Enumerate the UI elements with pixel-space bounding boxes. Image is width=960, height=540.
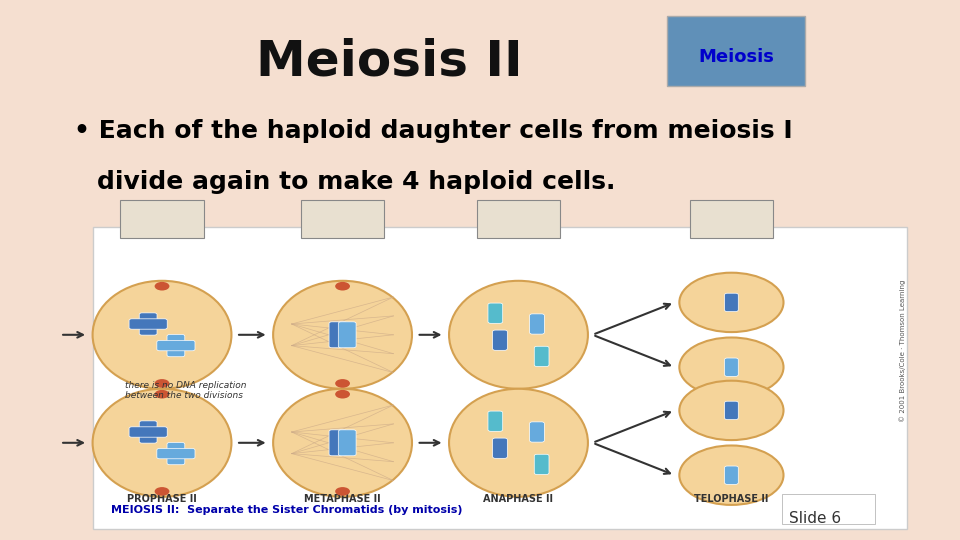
FancyBboxPatch shape — [129, 319, 167, 329]
FancyBboxPatch shape — [338, 322, 356, 348]
FancyBboxPatch shape — [492, 330, 507, 350]
FancyBboxPatch shape — [530, 422, 544, 442]
FancyBboxPatch shape — [156, 340, 195, 351]
Circle shape — [155, 282, 169, 291]
Text: Slide 6: Slide 6 — [789, 511, 841, 526]
Circle shape — [155, 390, 169, 399]
FancyBboxPatch shape — [725, 466, 738, 484]
FancyBboxPatch shape — [167, 442, 185, 465]
FancyBboxPatch shape — [535, 454, 549, 475]
Text: Meiosis: Meiosis — [698, 48, 774, 66]
FancyBboxPatch shape — [167, 334, 185, 357]
Text: METAPHASE II: METAPHASE II — [304, 495, 381, 504]
FancyBboxPatch shape — [139, 421, 157, 443]
Text: © 2001 Brooks/Cole · Thomson Learning: © 2001 Brooks/Cole · Thomson Learning — [900, 280, 906, 422]
Ellipse shape — [449, 389, 588, 497]
FancyBboxPatch shape — [725, 358, 738, 376]
FancyBboxPatch shape — [139, 313, 157, 335]
Circle shape — [335, 390, 350, 399]
FancyBboxPatch shape — [329, 322, 347, 348]
Text: TELOPHASE II: TELOPHASE II — [694, 495, 769, 504]
FancyBboxPatch shape — [300, 200, 384, 238]
FancyBboxPatch shape — [338, 430, 356, 456]
Ellipse shape — [680, 273, 783, 332]
FancyBboxPatch shape — [477, 200, 560, 238]
FancyBboxPatch shape — [92, 227, 907, 529]
Circle shape — [155, 379, 169, 388]
Ellipse shape — [680, 446, 783, 505]
FancyBboxPatch shape — [488, 303, 503, 323]
FancyBboxPatch shape — [129, 427, 167, 437]
Circle shape — [335, 487, 350, 496]
Ellipse shape — [92, 389, 231, 497]
Text: PROPHASE II: PROPHASE II — [127, 495, 197, 504]
Ellipse shape — [680, 381, 783, 440]
Text: Meiosis II: Meiosis II — [255, 38, 522, 86]
Text: • Each of the haploid daughter cells from meiosis I: • Each of the haploid daughter cells fro… — [74, 119, 793, 143]
FancyBboxPatch shape — [120, 200, 204, 238]
FancyBboxPatch shape — [492, 438, 507, 458]
Ellipse shape — [274, 281, 412, 389]
FancyBboxPatch shape — [156, 448, 195, 459]
Text: ANAPHASE II: ANAPHASE II — [484, 495, 554, 504]
Text: divide again to make 4 haploid cells.: divide again to make 4 haploid cells. — [97, 170, 615, 194]
Ellipse shape — [449, 281, 588, 389]
Circle shape — [335, 379, 350, 388]
FancyBboxPatch shape — [530, 314, 544, 334]
Ellipse shape — [92, 281, 231, 389]
Ellipse shape — [680, 338, 783, 397]
Circle shape — [155, 487, 169, 496]
Circle shape — [335, 282, 350, 291]
FancyBboxPatch shape — [725, 293, 738, 312]
FancyBboxPatch shape — [666, 16, 805, 86]
FancyBboxPatch shape — [725, 401, 738, 420]
FancyBboxPatch shape — [782, 494, 875, 524]
Text: there is no DNA replication
between the two divisions: there is no DNA replication between the … — [125, 381, 247, 400]
Ellipse shape — [274, 389, 412, 497]
FancyBboxPatch shape — [488, 411, 503, 431]
FancyBboxPatch shape — [329, 430, 347, 456]
Text: MEIOSIS II:  Separate the Sister Chromatids (by mitosis): MEIOSIS II: Separate the Sister Chromati… — [111, 505, 463, 515]
FancyBboxPatch shape — [535, 346, 549, 367]
FancyBboxPatch shape — [690, 200, 773, 238]
